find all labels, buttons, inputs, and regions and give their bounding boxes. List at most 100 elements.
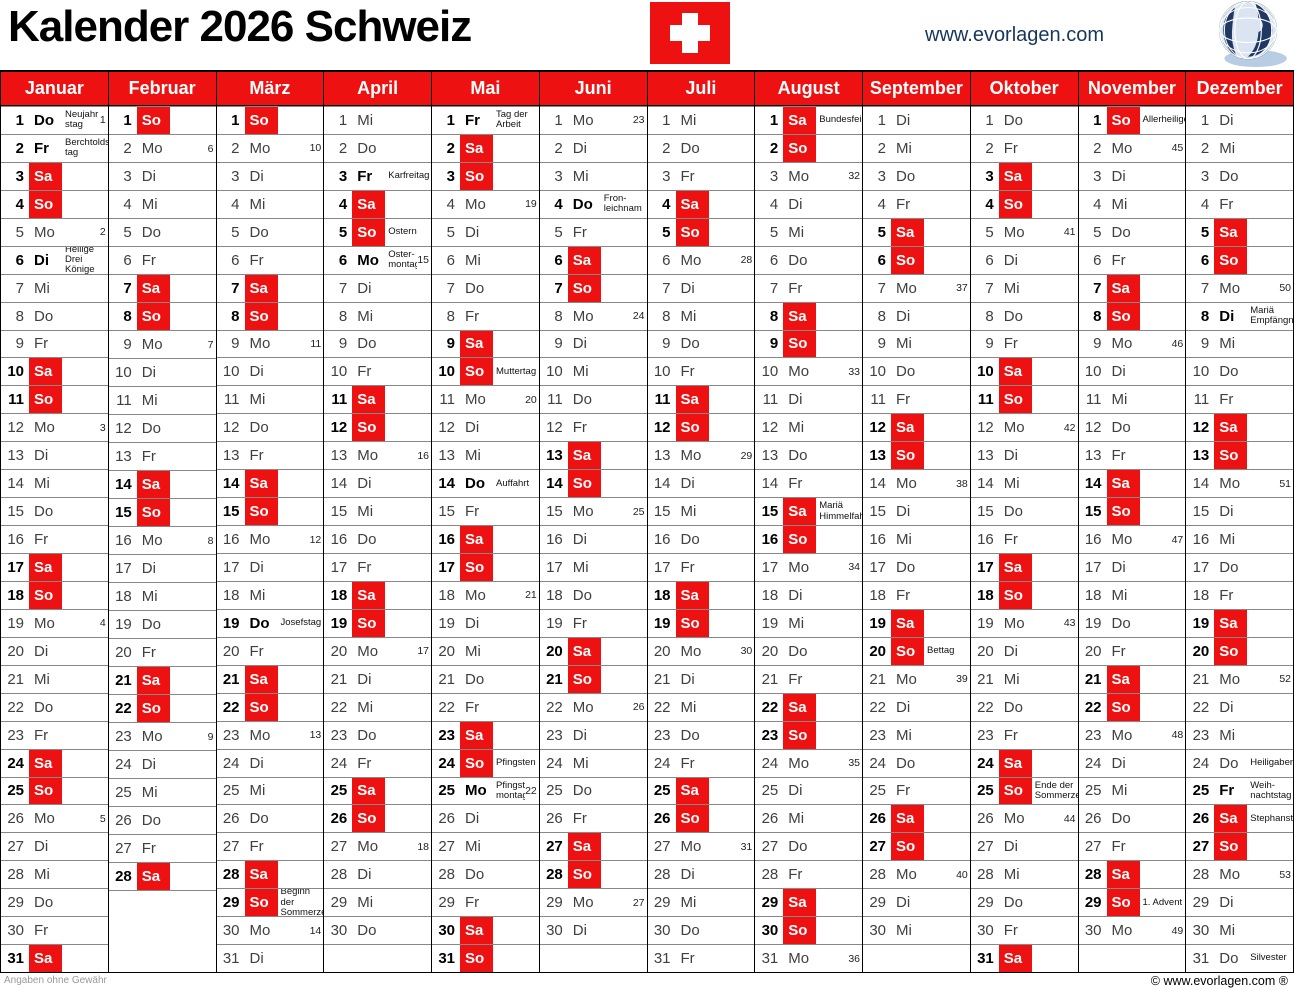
day-number: 2: [338, 139, 348, 157]
weekday-label: Do: [465, 670, 485, 688]
day-cell: 7 Sa: [108, 274, 216, 302]
day-cell: 21 So: [539, 664, 647, 693]
day-number: 21: [115, 672, 132, 689]
day-cell: 5 Sa: [863, 217, 970, 246]
day-cell: 18 Sa: [647, 580, 755, 609]
week-number: 21: [525, 589, 537, 602]
website-url[interactable]: www.evorlagen.com: [925, 24, 1104, 46]
weekday-label: So: [783, 721, 817, 749]
day-cell: 8 Sa: [755, 301, 862, 330]
day-number: 30: [1084, 922, 1102, 940]
day-cell: 13 Sa: [539, 441, 647, 470]
day-cell: 22 Mo 26: [539, 692, 647, 721]
day-number: 9: [446, 335, 455, 353]
day-number: 22: [977, 698, 994, 716]
week-number: 9: [207, 730, 214, 743]
day-cell: 3 So: [432, 161, 539, 190]
weekday-label: So: [891, 246, 924, 274]
weekday-label: So: [567, 470, 601, 498]
day-cell: 9 Mi: [1186, 329, 1293, 358]
day-number: 5: [662, 223, 671, 241]
weekday-label: Fr: [1003, 139, 1018, 157]
day-number: 8: [338, 307, 348, 325]
day-number: 29: [330, 894, 348, 912]
week-number: 19: [525, 198, 537, 211]
day-number: 20: [1192, 642, 1210, 660]
day-cell: 1 So: [216, 106, 324, 134]
weekday-label: Do: [680, 922, 700, 940]
day-cell: 19 Do: [108, 610, 216, 638]
weekday-label: Di: [572, 922, 587, 940]
weekday-label: Fr: [465, 503, 480, 521]
day-number: 17: [7, 558, 24, 576]
weekday-label: Mo: [465, 195, 486, 213]
weekday-label: So: [29, 777, 62, 805]
day-cell: 15 So: [108, 498, 216, 526]
day-cell: 16 Mo 8: [108, 526, 216, 554]
day-number: 7: [877, 279, 886, 297]
weekday-label: Mi: [249, 391, 266, 409]
month-header: November: [1078, 72, 1186, 106]
day-cell: 1 Mi: [324, 106, 431, 134]
day-cell: 9 Mo 7: [108, 330, 216, 358]
day-cell: 11 Do: [539, 385, 647, 413]
weekday-label: Fr: [357, 167, 373, 185]
weekday-label: Di: [249, 167, 264, 185]
weekday-label: Mo: [357, 838, 379, 856]
day-number: 15: [977, 503, 994, 521]
day-number: 3: [662, 167, 671, 185]
day-cell: 8 Do: [1, 301, 108, 330]
weekday-label: Do: [680, 531, 700, 549]
weekday-label: Fr: [357, 558, 372, 576]
day-number: 21: [438, 670, 455, 688]
day-cell: 26 Di: [432, 804, 539, 832]
weekday-label: Sa: [352, 190, 386, 218]
day-cell: 18 So: [1, 580, 108, 609]
week-number: 52: [1279, 673, 1291, 686]
day-cell: 12 Mi: [755, 413, 862, 441]
weekday-label: Do: [357, 531, 377, 549]
weekday-label: Mo: [357, 642, 379, 660]
weekday-label: Mo: [34, 810, 55, 828]
day-cell: 22 So: [216, 692, 324, 721]
day-number: 28: [438, 866, 455, 884]
day-cell: 27 Sa: [539, 832, 647, 861]
day-number: 6: [769, 251, 779, 269]
weekday-label: So: [891, 833, 924, 861]
weekday-label: Di: [896, 503, 911, 521]
weekday-label: Mo: [465, 782, 487, 800]
day-cell: 18 Mo 21: [432, 580, 539, 609]
day-number: 3: [1200, 167, 1210, 185]
weekday-label: Sa: [244, 861, 278, 889]
day-cell: 26 Mo 5: [1, 804, 108, 832]
holiday-label: Heilige Drei Könige: [65, 245, 95, 274]
day-number: 16: [1192, 531, 1210, 549]
day-number: 6: [231, 251, 240, 269]
day-number: 21: [1192, 670, 1210, 688]
day-number: 17: [1084, 558, 1102, 576]
globe-logo-icon[interactable]: [1206, 0, 1292, 68]
day-cell: 4 Mi: [108, 190, 216, 218]
day-cell: 11 Sa: [647, 385, 755, 414]
weekday-label: Di: [1219, 307, 1235, 325]
day-number: 27: [869, 838, 886, 856]
day-cell: 26 So: [324, 804, 431, 833]
week-number: 46: [1171, 337, 1184, 350]
day-cell: 15 Do: [1, 497, 108, 525]
day-number: 30: [977, 922, 994, 940]
holiday-label: Pfingst- montag: [496, 780, 526, 801]
day-number: 11: [870, 391, 886, 409]
holiday-label: Stephanstag: [1250, 813, 1293, 824]
day-number: 16: [438, 531, 455, 549]
weekday-label: Mo: [141, 336, 163, 353]
weekday-label: So: [783, 526, 817, 553]
weekday-label: Mo: [357, 447, 379, 465]
weekday-label: Mi: [249, 586, 266, 604]
day-number: 19: [7, 614, 24, 632]
day-number: 7: [985, 279, 994, 297]
day-number: 4: [662, 195, 671, 213]
day-cell: 5 Di: [432, 217, 539, 246]
day-number: 2: [446, 139, 455, 157]
day-number: 9: [231, 335, 240, 353]
